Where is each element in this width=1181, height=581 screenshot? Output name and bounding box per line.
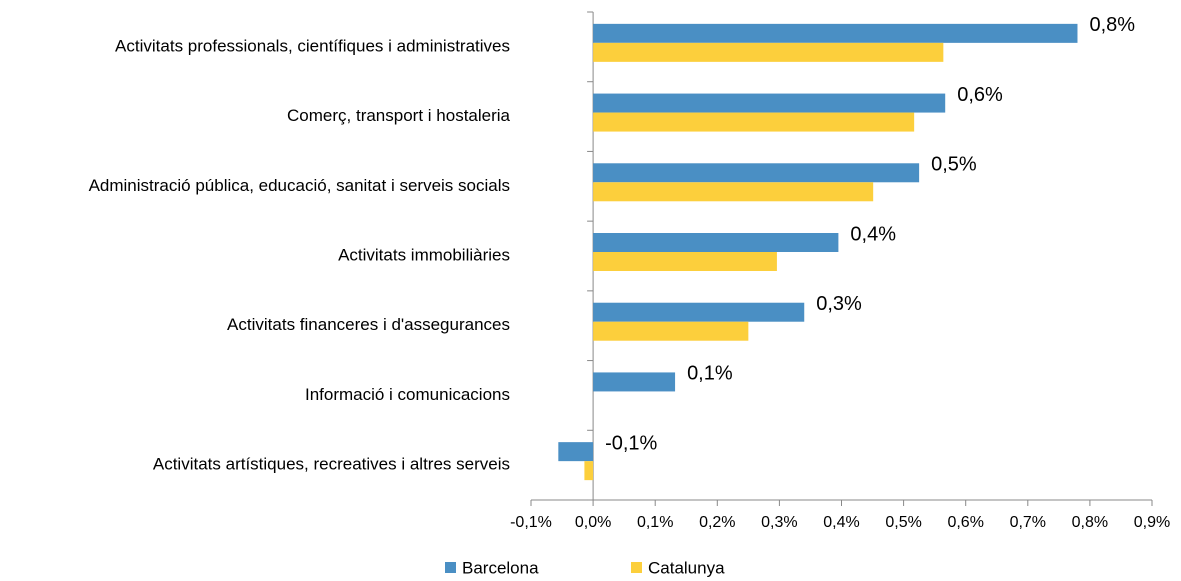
x-tick-label: -0,1%: [510, 514, 552, 531]
category-label: Comerç, transport i hostaleria: [287, 106, 511, 125]
data-label: 0,5%: [931, 154, 977, 176]
bar: [584, 461, 594, 481]
data-label: 0,8%: [1089, 14, 1135, 36]
x-tick-label: 0,0%: [575, 514, 611, 531]
bar: [593, 252, 777, 271]
x-tick-label: 0,8%: [1072, 514, 1108, 531]
data-label: 0,4%: [850, 223, 896, 245]
bar: [593, 163, 920, 183]
bar: [593, 93, 946, 113]
bar: [593, 372, 676, 392]
category-label: Activitats immobiliàries: [338, 245, 510, 264]
bar: [593, 42, 944, 62]
category-label: Activitats artístiques, recreatives i al…: [153, 455, 510, 474]
data-label: 0,6%: [957, 84, 1003, 106]
category-label: Activitats professionals, científiques i…: [115, 36, 510, 55]
legend-label: Catalunya: [648, 558, 725, 577]
data-label: 0,3%: [816, 293, 862, 315]
x-tick-label: 0,4%: [823, 514, 859, 531]
x-tick-label: 0,5%: [885, 514, 921, 531]
bar: [593, 302, 805, 322]
category-label: Informació i comunicacions: [305, 385, 510, 404]
legend-swatch: [445, 562, 456, 573]
x-tick-label: 0,2%: [699, 514, 735, 531]
bar: [593, 23, 1078, 43]
x-tick-label: 0,7%: [1010, 514, 1046, 531]
x-tick-label: 0,1%: [637, 514, 673, 531]
legend-label: Barcelona: [462, 558, 539, 577]
x-tick-label: 0,9%: [1134, 514, 1170, 531]
data-label: 0,1%: [687, 363, 733, 385]
bar: [593, 321, 749, 341]
legend-swatch: [631, 562, 642, 573]
bar: [558, 442, 594, 462]
x-tick-label: 0,3%: [761, 514, 797, 531]
category-label: Administració pública, educació, sanitat…: [89, 176, 510, 195]
bar: [593, 182, 874, 202]
category-label: Activitats financeres i d'assegurances: [227, 315, 510, 334]
bar: [593, 112, 915, 132]
x-tick-label: 0,6%: [947, 514, 983, 531]
bar: [593, 233, 839, 252]
data-label: -0,1%: [605, 432, 657, 454]
